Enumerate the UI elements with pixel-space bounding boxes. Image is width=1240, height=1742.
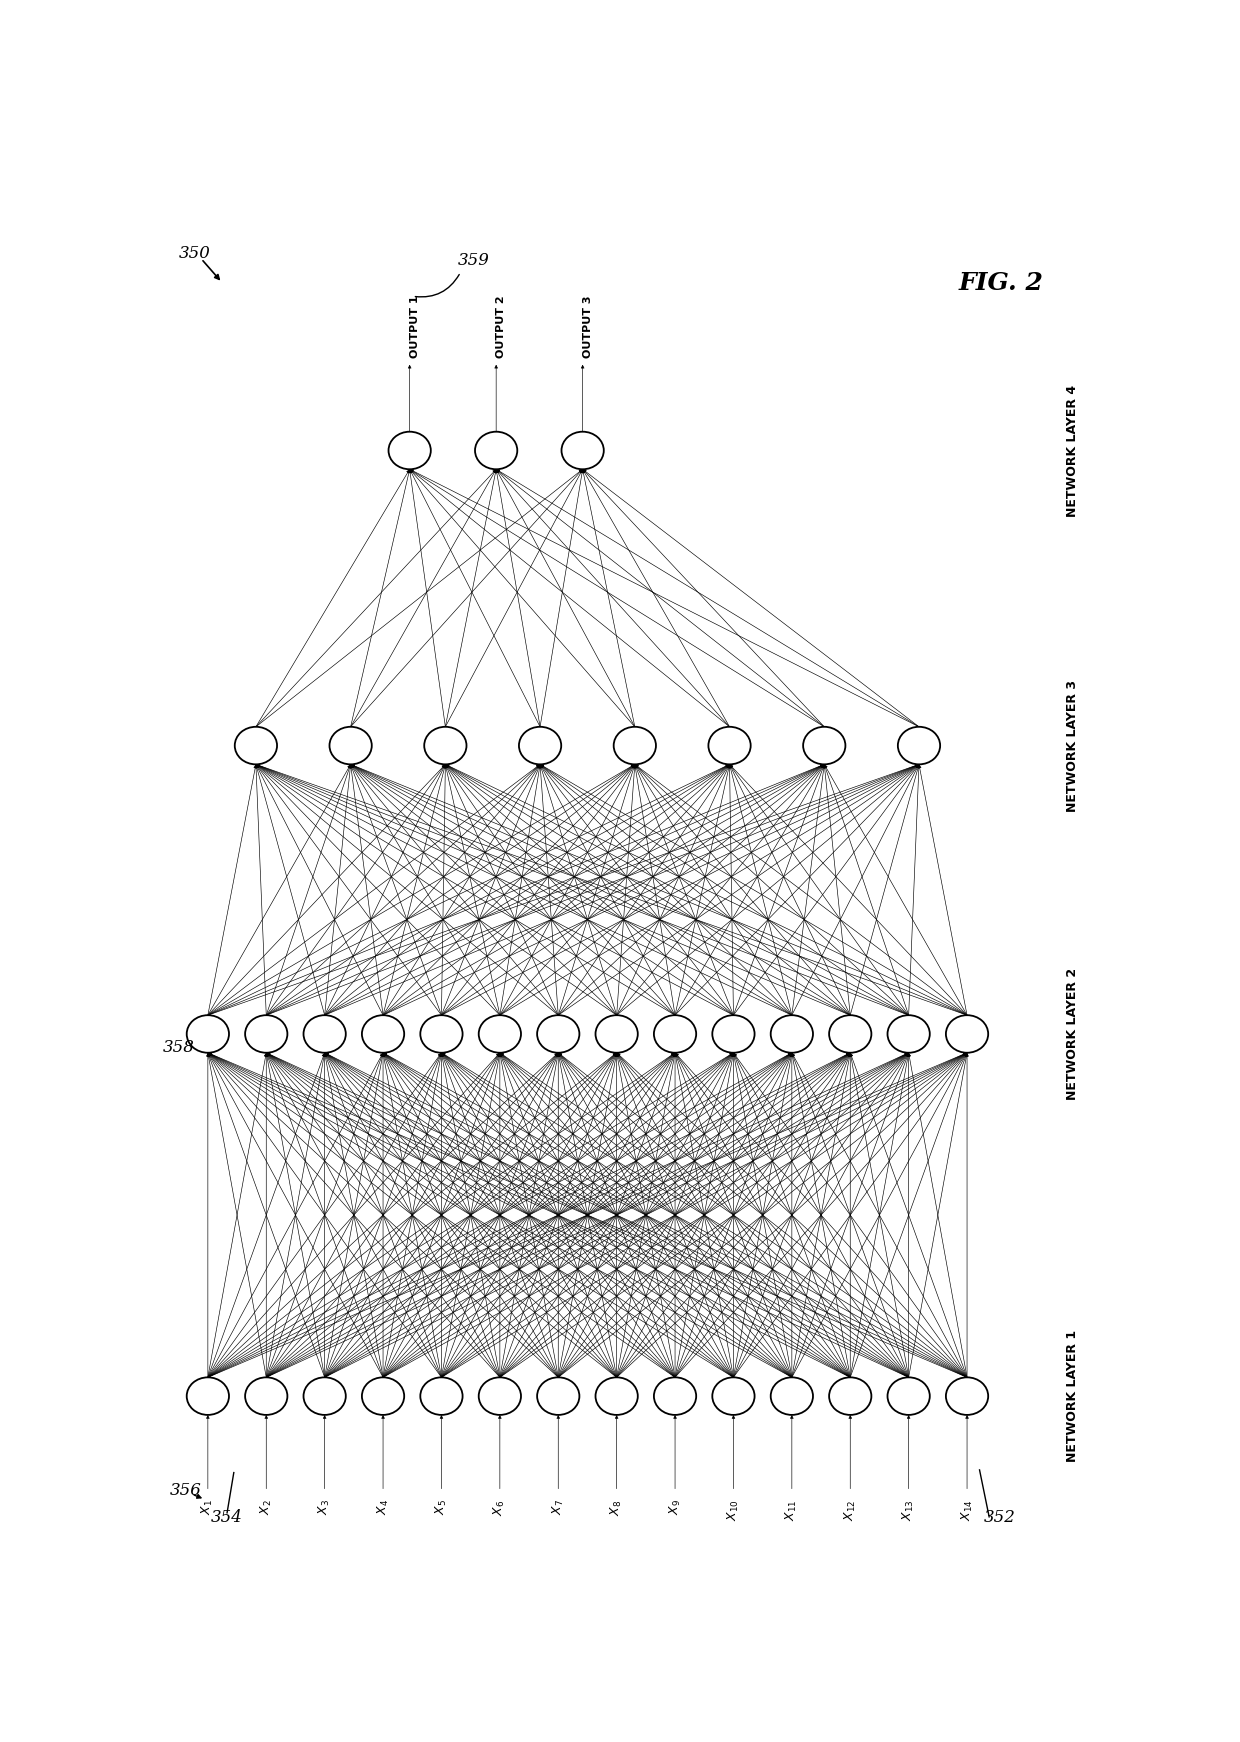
Ellipse shape <box>708 726 750 765</box>
Ellipse shape <box>187 1016 229 1052</box>
Text: 358: 358 <box>162 1038 195 1056</box>
Ellipse shape <box>304 1378 346 1415</box>
Ellipse shape <box>362 1016 404 1052</box>
Text: $X_{4}$: $X_{4}$ <box>376 1500 391 1516</box>
Ellipse shape <box>537 1378 579 1415</box>
Text: $X_{5}$: $X_{5}$ <box>434 1500 449 1516</box>
Ellipse shape <box>304 1016 346 1052</box>
Ellipse shape <box>479 1378 521 1415</box>
Text: $X_{11}$: $X_{11}$ <box>784 1500 800 1521</box>
Text: $X_{1}$: $X_{1}$ <box>201 1500 216 1516</box>
Text: $X_{14}$: $X_{14}$ <box>960 1500 975 1521</box>
Ellipse shape <box>771 1016 813 1052</box>
Text: 356: 356 <box>170 1481 201 1498</box>
Ellipse shape <box>234 726 277 765</box>
Ellipse shape <box>771 1378 813 1415</box>
Text: $X_{12}$: $X_{12}$ <box>843 1500 858 1521</box>
Ellipse shape <box>595 1016 637 1052</box>
Text: NETWORK LAYER 3: NETWORK LAYER 3 <box>1066 679 1079 812</box>
Ellipse shape <box>362 1378 404 1415</box>
Ellipse shape <box>388 432 430 469</box>
Text: OUTPUT 3: OUTPUT 3 <box>583 296 593 357</box>
Ellipse shape <box>520 726 562 765</box>
Text: $X_{2}$: $X_{2}$ <box>259 1500 274 1516</box>
Text: $X_{6}$: $X_{6}$ <box>492 1500 507 1516</box>
Ellipse shape <box>712 1378 755 1415</box>
Ellipse shape <box>246 1016 288 1052</box>
Ellipse shape <box>330 726 372 765</box>
Text: 352: 352 <box>983 1509 1016 1526</box>
Ellipse shape <box>946 1016 988 1052</box>
Text: 354: 354 <box>211 1509 243 1526</box>
Ellipse shape <box>888 1378 930 1415</box>
Ellipse shape <box>420 1378 463 1415</box>
Ellipse shape <box>653 1378 696 1415</box>
Text: NETWORK LAYER 2: NETWORK LAYER 2 <box>1066 969 1079 1099</box>
Ellipse shape <box>898 726 940 765</box>
Text: $X_{10}$: $X_{10}$ <box>725 1500 742 1521</box>
Text: FIG. 2: FIG. 2 <box>959 270 1043 294</box>
Ellipse shape <box>830 1016 872 1052</box>
Text: $X_{13}$: $X_{13}$ <box>901 1500 916 1521</box>
Ellipse shape <box>653 1016 696 1052</box>
Ellipse shape <box>946 1378 988 1415</box>
Ellipse shape <box>562 432 604 469</box>
Ellipse shape <box>475 432 517 469</box>
Text: $X_{3}$: $X_{3}$ <box>317 1500 332 1516</box>
Ellipse shape <box>712 1016 755 1052</box>
Ellipse shape <box>595 1378 637 1415</box>
Ellipse shape <box>424 726 466 765</box>
Text: NETWORK LAYER 1: NETWORK LAYER 1 <box>1066 1331 1079 1462</box>
Ellipse shape <box>888 1016 930 1052</box>
Text: $X_{8}$: $X_{8}$ <box>609 1500 624 1516</box>
Text: NETWORK LAYER 4: NETWORK LAYER 4 <box>1066 385 1079 517</box>
Ellipse shape <box>479 1016 521 1052</box>
Text: 359: 359 <box>458 253 490 270</box>
Ellipse shape <box>187 1378 229 1415</box>
Text: OUTPUT 1: OUTPUT 1 <box>409 296 419 357</box>
Text: $X_{9}$: $X_{9}$ <box>667 1500 682 1516</box>
Ellipse shape <box>614 726 656 765</box>
Ellipse shape <box>420 1016 463 1052</box>
Text: OUTPUT 2: OUTPUT 2 <box>496 296 506 357</box>
Ellipse shape <box>246 1378 288 1415</box>
Text: 350: 350 <box>179 246 211 263</box>
Ellipse shape <box>537 1016 579 1052</box>
Ellipse shape <box>830 1378 872 1415</box>
Ellipse shape <box>804 726 846 765</box>
Text: $X_{7}$: $X_{7}$ <box>551 1500 565 1516</box>
